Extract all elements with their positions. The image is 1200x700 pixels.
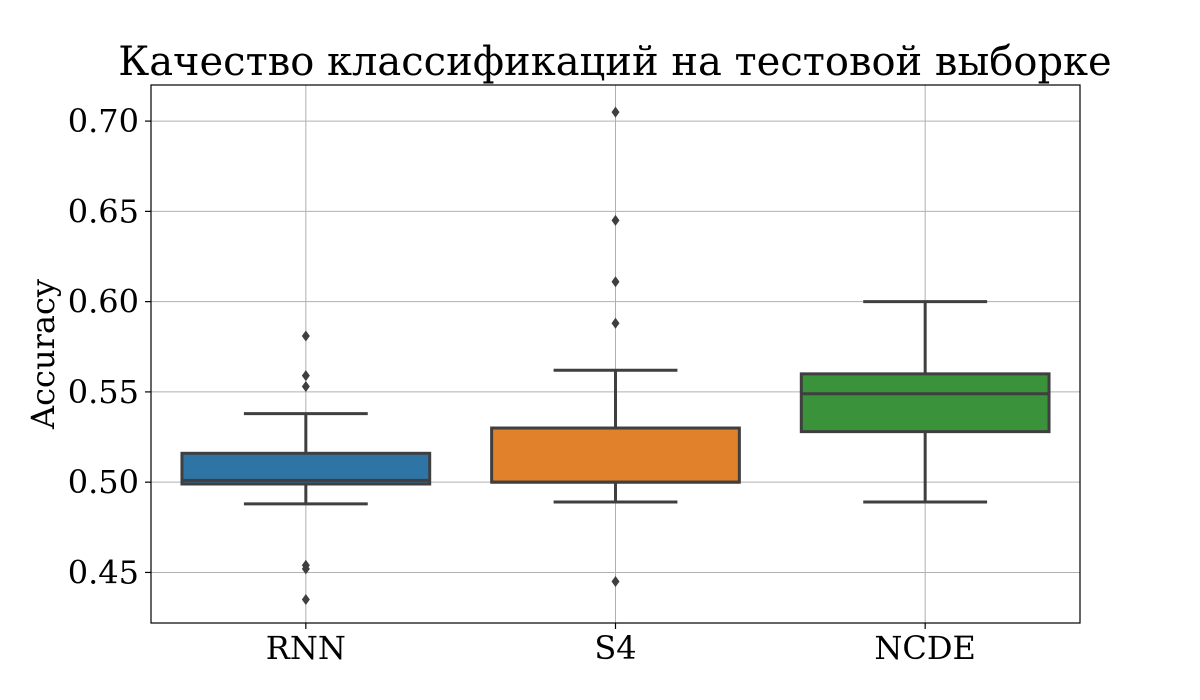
y-tick-label: 0.60	[68, 283, 139, 321]
outlier-point	[611, 276, 620, 288]
y-tick-label: 0.55	[68, 373, 139, 411]
y-tick-label: 0.70	[68, 102, 139, 140]
box-s4	[490, 106, 741, 587]
outlier-point	[301, 594, 310, 606]
outlier-point	[611, 214, 620, 226]
box-iqr	[180, 451, 432, 486]
boxes	[180, 106, 1051, 606]
outlier-point	[611, 106, 620, 118]
axis-ticks: 0.45 0.50 0.55 0.60 0.65 0.70 RNN S4 NCDE	[68, 102, 976, 667]
outlier-point	[301, 370, 310, 382]
chart-title: Качество классификаций на тестовой выбор…	[118, 39, 1111, 85]
plot-area-frame	[150, 84, 1081, 624]
y-tick-label: 0.45	[68, 553, 139, 591]
box-iqr	[799, 372, 1051, 434]
y-tick-label: 0.65	[68, 192, 139, 230]
y-axis-label: Accuracy	[24, 279, 62, 430]
box-iqr	[490, 426, 741, 484]
grid-lines	[151, 85, 1080, 623]
y-tick-label: 0.50	[68, 463, 139, 501]
x-tick-label-s4: S4	[594, 629, 636, 667]
x-tick-label-ncde: NCDE	[874, 629, 976, 667]
outlier-point	[611, 575, 620, 587]
outlier-point	[301, 563, 310, 575]
box-rnn	[180, 330, 432, 606]
x-tick-label-rnn: RNN	[266, 629, 346, 667]
outlier-point	[611, 317, 620, 329]
outlier-point	[301, 380, 310, 392]
box-ncde	[799, 300, 1051, 504]
outlier-point	[301, 330, 310, 342]
